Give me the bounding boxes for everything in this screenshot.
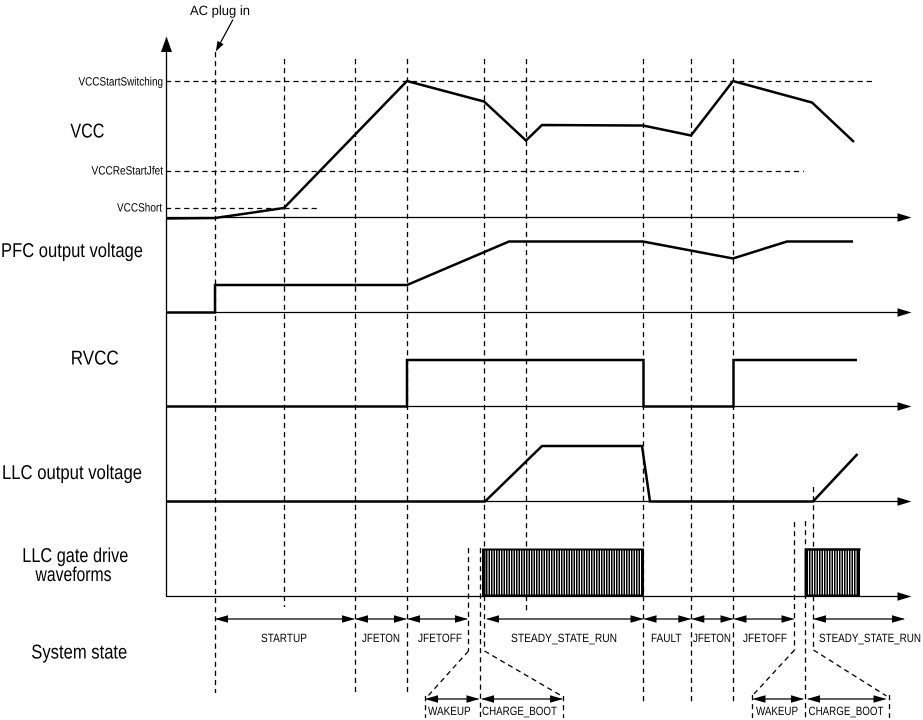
- svg-text:PFC output voltage: PFC output voltage: [1, 240, 143, 262]
- svg-text:AC plug in: AC plug in: [190, 3, 250, 18]
- svg-text:JFETON: JFETON: [362, 631, 400, 645]
- svg-text:CHARGE_BOOT: CHARGE_BOOT: [482, 704, 558, 718]
- svg-text:STEADY_STATE_RUN: STEADY_STATE_RUN: [511, 631, 617, 645]
- svg-text:LLC gate drive: LLC gate drive: [22, 545, 128, 567]
- svg-text:CHARGE_BOOT: CHARGE_BOOT: [809, 704, 885, 718]
- svg-text:WAKEUP: WAKEUP: [756, 704, 798, 718]
- svg-text:FAULT: FAULT: [651, 631, 682, 645]
- svg-text:JFETOFF: JFETOFF: [418, 631, 462, 645]
- svg-text:VCC: VCC: [70, 120, 104, 142]
- svg-text:VCCStartSwitching: VCCStartSwitching: [79, 75, 164, 89]
- svg-text:WAKEUP: WAKEUP: [428, 704, 471, 718]
- svg-text:JFETON: JFETON: [693, 631, 731, 645]
- svg-text:RVCC: RVCC: [71, 348, 119, 370]
- svg-text:System state: System state: [31, 641, 127, 663]
- svg-text:STEADY_STATE_RUN: STEADY_STATE_RUN: [819, 631, 921, 645]
- svg-text:VCCShort: VCCShort: [117, 201, 163, 215]
- svg-text:LLC output voltage: LLC output voltage: [2, 462, 142, 484]
- svg-text:STARTUP: STARTUP: [261, 631, 307, 645]
- svg-text:VCCReStartJfet: VCCReStartJfet: [92, 164, 164, 178]
- svg-text:JFETOFF: JFETOFF: [743, 631, 787, 645]
- svg-text:waveforms: waveforms: [35, 564, 112, 586]
